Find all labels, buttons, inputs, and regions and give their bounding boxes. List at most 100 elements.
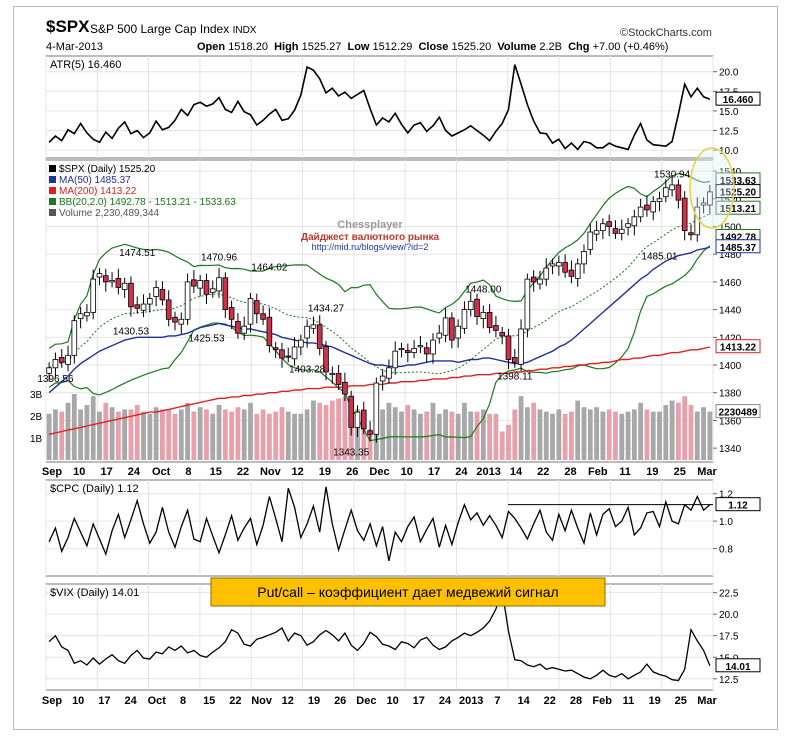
cpc-axis-tick-label: 1.0 [719,517,733,528]
candle-body [505,335,512,360]
price-x-tick-label: 14 [510,466,523,478]
candle-body [71,320,78,356]
price-x-tick-label: 25 [674,466,686,478]
candle-body [593,230,600,235]
vix-x-tick-label: 19 [308,695,320,707]
price-annotation: 1448.00 [465,285,502,296]
candle-body [153,287,159,297]
date: 4-Mar-2013 [46,41,103,53]
volume-bar [172,413,178,460]
price-x-tick-label: 17 [100,466,112,478]
vix-x-tick-label: 10 [386,695,398,707]
candle-body [499,332,506,337]
candle-body [115,278,122,288]
candle-body [241,325,248,334]
vix-x-tick-label: 11 [623,695,635,707]
high-value: 1525.27 [301,41,342,53]
volume-bar [399,411,404,460]
candle-body [191,279,197,287]
candle-body [96,273,103,278]
candle-body [449,317,455,341]
price-x-tick-label: 2013 [476,466,500,478]
volume-bar [229,411,235,460]
candle-body [140,303,147,311]
candle-body [348,395,354,428]
atr-axis-tick-label: 12.5 [719,127,739,138]
candle-body [398,348,405,351]
volume-axis-label: 1B [30,434,43,445]
volume-bar [122,409,128,460]
vix-x-tick-label: 24 [439,695,452,707]
price-x-tick-label: Sep [42,466,62,478]
candle-body [304,325,310,339]
candle-body [360,409,367,430]
close-label: Close [418,41,449,53]
price-axis-tick-label: 1380 [719,389,742,400]
price-x-tick-label: Feb [588,466,608,478]
candle-body [600,223,606,232]
candle-body [184,281,191,320]
volume-bar [53,409,58,460]
volume-bar [260,409,266,460]
price-axis-tick-label: 1360 [719,416,742,427]
volume-bar [71,394,77,460]
volume-bar [46,413,52,460]
vix-x-tick-label: Oct [148,695,167,707]
vix-axis-tick-label: 20.0 [719,610,739,621]
price-annotation: 1464.02 [251,262,288,273]
candle-body [663,187,669,198]
chg-value: +7.00 (+0.46%) [592,41,669,53]
volume-last-label: 2230489 [719,408,758,419]
volume-bar [518,396,524,460]
price-x-tick-label: Nov [260,466,282,478]
volume-bar [619,413,625,460]
volume-bar [84,405,90,460]
candle-body [379,375,386,382]
candle-body [197,280,203,289]
candle-body [455,325,461,339]
candle-body [209,288,216,293]
price-x-tick-label: 24 [455,466,468,478]
volume-bar [493,413,499,460]
price-annotation: 1430.53 [113,327,150,338]
volume-bar [97,411,102,460]
volume-bar [506,424,511,460]
volume-bar [682,396,688,460]
price-x-tick-label: 12 [292,466,304,478]
candle-body [423,347,430,355]
candle-body [178,318,185,325]
candle-body [222,277,229,311]
volume-bar [480,409,486,460]
cpc-panel [45,479,714,577]
candle-body [316,324,323,349]
close-value: 1525.20 [451,41,492,53]
price-annotation: 1398.11 [497,372,533,383]
volume-bar [160,409,165,460]
vix-x-tick-label: 25 [675,695,687,707]
vix-title: $VIX (Daily) 14.01 [50,587,139,599]
candle-body [354,411,361,428]
volume-bar [367,429,373,460]
candle-body [631,216,638,227]
volume-bar [430,402,436,460]
index-name: S&P 500 Large Cap Index INDX [90,22,256,36]
volume-bar [311,400,316,460]
ma200-line [48,346,711,435]
vix-x-tick-label: 7 [494,695,500,707]
candle-body [285,355,292,358]
cpc-last-label: 1.12 [728,501,748,512]
volume-bar [204,409,209,460]
volume-bar [103,402,109,460]
candle-body [203,280,210,295]
candle-body [480,311,487,320]
watermark-url: http://mid.ru/blogs/view/?id=2 [312,242,429,252]
candle-body [172,316,178,323]
cpc-axis-tick-label: 1.2 [719,490,733,501]
price-x-tick-label: Mar [697,466,717,478]
candle-body [405,350,411,353]
price-right-label: 1413.22 [720,343,757,354]
candle-body [411,348,417,353]
volume-bar [342,396,348,460]
chart-frame [13,6,778,730]
